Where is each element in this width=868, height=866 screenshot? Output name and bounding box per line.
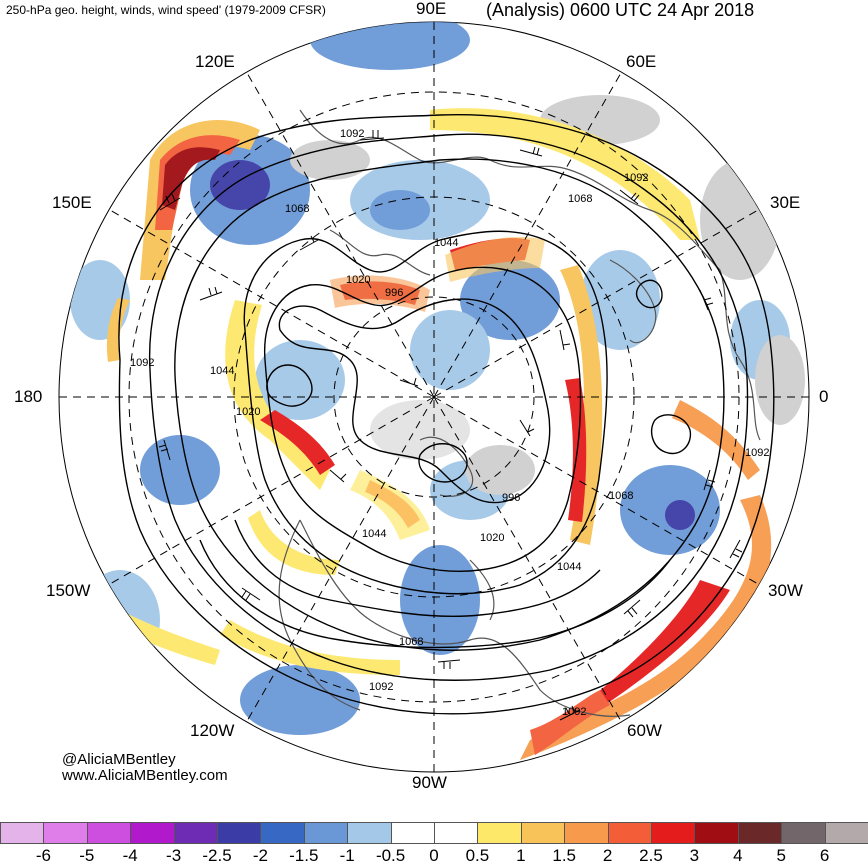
colorbar-swatch bbox=[520, 822, 566, 844]
contour-label: 1044 bbox=[362, 528, 387, 540]
coastlines bbox=[278, 109, 761, 717]
lon-label-90w: 90W bbox=[412, 773, 447, 792]
lon-label-60e: 60E bbox=[626, 52, 657, 71]
colorbar-tick-label: 1 bbox=[516, 846, 526, 865]
contour-label: 1092 bbox=[340, 128, 365, 140]
contour-label: 1068 bbox=[399, 636, 424, 648]
colorbar-tick-label: 1.5 bbox=[552, 846, 577, 865]
colorbar-tick-label: -6 bbox=[35, 846, 51, 865]
credit-website: www.AliciaMBentley.com bbox=[62, 767, 228, 784]
contour-label: 1092 bbox=[369, 681, 394, 693]
colorbar-swatch bbox=[651, 822, 696, 844]
lon-label-120e: 120E bbox=[195, 52, 235, 71]
colorbar-swatch bbox=[434, 822, 479, 844]
lon-label-150e: 150E bbox=[52, 193, 92, 212]
colorbar-swatch bbox=[607, 822, 652, 844]
contour-label: 1044 bbox=[557, 561, 582, 573]
lon-label-90e: 90E bbox=[416, 0, 447, 18]
lon-label-30w: 30W bbox=[768, 581, 803, 600]
colorbar-swatch bbox=[824, 822, 868, 844]
colorbar-tick-label: -5 bbox=[79, 846, 95, 865]
contour-label: 996 bbox=[385, 287, 404, 299]
contour-label: 1092 bbox=[624, 172, 649, 184]
credit-twitter: @AliciaMBentley bbox=[62, 751, 176, 768]
colorbar-tick-label: 4 bbox=[733, 846, 743, 865]
map-title-left: 250-hPa geo. height, winds, wind speed' … bbox=[6, 3, 326, 17]
polar-stereographic-map bbox=[58, 21, 810, 773]
lon-label-60w: 60W bbox=[627, 721, 662, 740]
colorbar-tick-label: 2 bbox=[602, 846, 613, 865]
contour-label: 1020 bbox=[236, 406, 261, 418]
contour-label: 1044 bbox=[210, 365, 235, 377]
colorbar-swatch bbox=[260, 822, 305, 844]
colorbar-tick-label: -2.5 bbox=[202, 846, 232, 865]
contour-label: 1020 bbox=[480, 532, 505, 544]
colorbar-tick-label: -4 bbox=[122, 846, 138, 865]
colorbar: -6 -5 -4 -3 -2.5 -2 -1.5 -1 -0.5 0 0.5 1 1.5 2 2.5 3 4 5 6 bbox=[0, 822, 868, 865]
colorbar-swatch bbox=[390, 822, 435, 844]
contour-label: 1044 bbox=[434, 237, 459, 249]
colorbar-tick-label: 0.5 bbox=[465, 846, 490, 865]
colorbar-swatch bbox=[303, 822, 349, 844]
contour-label: 1020 bbox=[346, 274, 371, 286]
lon-label-150w: 150W bbox=[46, 581, 91, 600]
contour-label: 1068 bbox=[609, 490, 634, 502]
colorbar-tick-label: -3 bbox=[166, 846, 182, 865]
map-title-right: (Analysis) 0600 UTC 24 Apr 2018 bbox=[486, 0, 755, 20]
colorbar-swatch bbox=[694, 822, 739, 844]
lon-label-30e: 30E bbox=[770, 193, 801, 212]
colorbar-tick-label: -2 bbox=[252, 846, 268, 865]
wind-speed-anomaly-shading bbox=[70, 22, 805, 760]
contour-label: 1092 bbox=[130, 357, 155, 369]
colorbar-swatch bbox=[477, 822, 522, 844]
contour-label: 996 bbox=[502, 492, 521, 504]
colorbar-tick-label: 0 bbox=[429, 846, 439, 865]
colorbar-swatch bbox=[173, 822, 218, 844]
colorbar-swatch bbox=[130, 822, 175, 844]
contour-label: 1068 bbox=[285, 203, 310, 215]
lon-label-0: 0 bbox=[819, 387, 829, 406]
lon-label-180: 180 bbox=[14, 387, 43, 406]
colorbar-swatch bbox=[43, 822, 88, 844]
contour-label: 1092 bbox=[745, 447, 770, 459]
colorbar-swatch bbox=[737, 822, 783, 844]
colorbar-swatch bbox=[781, 822, 826, 844]
colorbar-tick-label: 3 bbox=[689, 846, 700, 865]
colorbar-swatch bbox=[564, 822, 609, 844]
colorbar-tick-label: -1 bbox=[339, 846, 355, 865]
contour-label: 1068 bbox=[568, 193, 593, 205]
colorbar-swatch bbox=[217, 822, 262, 844]
wind-barbs bbox=[158, 130, 743, 721]
contour-label: 1092 bbox=[562, 706, 587, 718]
colorbar-tick-label: -1.5 bbox=[289, 846, 319, 865]
colorbar-swatch bbox=[347, 822, 392, 844]
colorbar-swatch bbox=[86, 822, 132, 844]
colorbar-tick-label: -0.5 bbox=[375, 846, 406, 865]
colorbar-tick-label: 6 bbox=[819, 846, 830, 865]
colorbar-tick-label: 2.5 bbox=[639, 846, 663, 865]
colorbar-tick-label: 5 bbox=[776, 846, 786, 865]
lon-label-120w: 120W bbox=[190, 721, 235, 740]
colorbar-swatch bbox=[0, 822, 45, 844]
lat-lon-grid bbox=[59, 22, 809, 772]
